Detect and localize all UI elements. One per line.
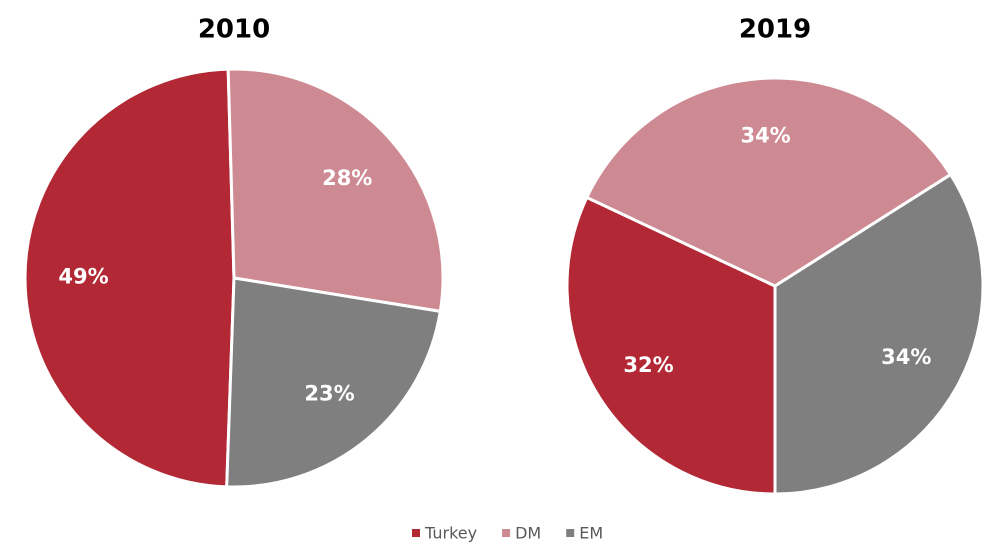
legend-label: DM <box>515 524 541 543</box>
legend-label: EM <box>579 524 603 543</box>
data-label: 23% <box>304 381 354 405</box>
pie-slice <box>225 276 443 489</box>
chart-title: 2019 <box>739 15 811 45</box>
data-label: 34% <box>740 124 790 148</box>
data-label: 34% <box>881 345 931 369</box>
legend-label: Turkey <box>424 524 477 543</box>
chart-title: 2010 <box>198 15 270 45</box>
data-label: 49% <box>58 264 108 288</box>
data-label: 28% <box>322 166 372 190</box>
pie-slice <box>773 172 985 496</box>
pie-slice <box>226 67 445 314</box>
pie-slice <box>565 195 777 496</box>
legend-swatch <box>566 529 575 537</box>
pie-slice <box>584 76 953 288</box>
data-label: 32% <box>623 353 673 377</box>
legend-swatch <box>502 529 511 537</box>
legend-swatch <box>412 529 420 537</box>
pie-slice <box>23 67 236 489</box>
